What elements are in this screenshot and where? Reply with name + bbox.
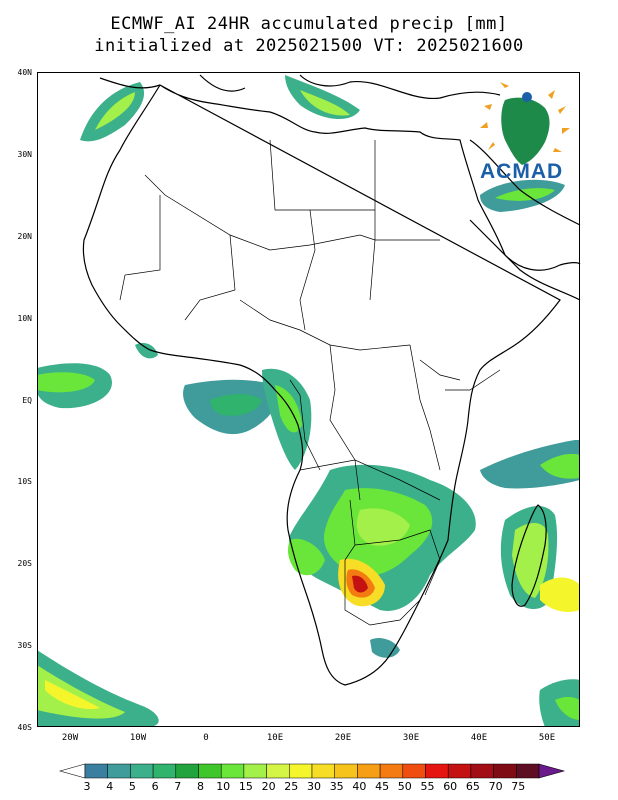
lat-tick-label: 30N: [17, 150, 32, 159]
country-borders: [119, 139, 501, 626]
acmad-logo-text: ACMAD: [480, 160, 564, 183]
lon-tick-label: 10E: [266, 733, 284, 743]
colorbar-tick-label: 4: [106, 780, 114, 793]
lon-tick-label: 30E: [402, 733, 420, 743]
lon-tick-label: 50E: [538, 733, 556, 743]
colorbar-tick-label: 30: [307, 780, 321, 793]
lon-tick-label: 40E: [470, 733, 488, 743]
lon-tick-label: 20W: [61, 733, 79, 743]
lat-tick-label: EQ: [22, 396, 32, 405]
lat-tick-label: 20N: [17, 232, 32, 241]
colorbar-tick-label: 10: [216, 780, 231, 793]
colorbar-tick-label: 20: [261, 780, 276, 793]
lon-tick-label: 10W: [129, 733, 147, 743]
lon-tick-label: 0: [203, 733, 209, 743]
colorbar-tick-label: 50: [397, 780, 412, 793]
lat-tick-label: 40N: [17, 68, 32, 77]
acmad-africa-logo-icon: [480, 82, 570, 165]
colorbar-tick-label: 55: [420, 780, 435, 793]
map-frame: [37, 72, 580, 727]
chart-title-line2: initialized at 2025021500 VT: 2025021600: [94, 36, 524, 56]
lat-tick-label: 10S: [17, 477, 32, 486]
colorbar-tick-label: 15: [238, 780, 253, 793]
colorbar-tick-label: 5: [128, 780, 136, 793]
lat-tick-label: 10N: [17, 314, 32, 323]
colorbar-tick-label: 45: [375, 780, 390, 793]
colorbar-tick-label: 60: [443, 780, 458, 793]
lat-tick-label: 40S: [17, 723, 32, 732]
colorbar-tick-label: 25: [284, 780, 299, 793]
chart-title-line1: ECMWF_AI 24HR accumulated precip [mm]: [110, 14, 508, 34]
coastline: [82, 74, 581, 686]
colorbar-tick-label: 70: [488, 780, 503, 793]
colorbar-tick-label: 3: [83, 780, 91, 793]
lat-tick-label: 20S: [17, 559, 32, 568]
colorbar-tick-label: 7: [174, 780, 182, 793]
colorbar-tick-label: 75: [511, 780, 526, 793]
colorbar-tick-label: 8: [197, 780, 204, 793]
lon-tick-label: 20E: [334, 733, 352, 743]
colorbar-tick-label: 65: [465, 780, 480, 793]
lat-tick-label: 30S: [17, 641, 32, 650]
colorbar-tick-label: 35: [329, 780, 344, 793]
colorbar-tick-label: 40: [352, 780, 367, 793]
colorbar-tick-label: 6: [151, 780, 159, 793]
